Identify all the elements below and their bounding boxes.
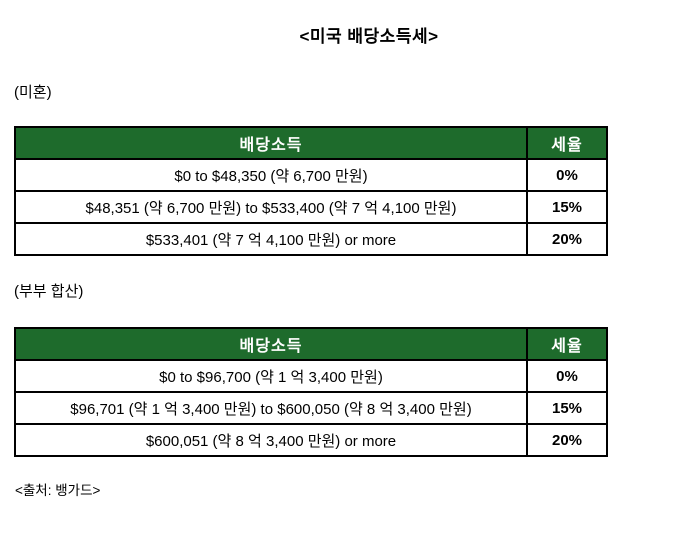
income-bracket-cell: $0 to $96,700 (약 1 억 3,400 만원) <box>14 359 528 393</box>
table-row: $533,401 (약 7 억 4,100 만원) or more 20% <box>14 222 608 256</box>
tax-rate-cell: 0% <box>526 158 608 192</box>
column-header-income: 배당소득 <box>14 327 528 361</box>
tax-rate-cell: 15% <box>526 391 608 425</box>
tax-rate-cell: 20% <box>526 423 608 457</box>
table-row: $0 to $96,700 (약 1 억 3,400 만원) 0% <box>14 359 608 393</box>
column-header-rate: 세율 <box>526 126 608 160</box>
income-bracket-cell: $96,701 (약 1 억 3,400 만원) to $600,050 (약 … <box>14 391 528 425</box>
tax-rate-cell: 20% <box>526 222 608 256</box>
tax-table-married: 배당소득 세율 $0 to $96,700 (약 1 억 3,400 만원) 0… <box>14 327 608 457</box>
column-header-income: 배당소득 <box>14 126 528 160</box>
tax-rate-cell: 15% <box>526 190 608 224</box>
source-note: <출처: 뱅가드> <box>15 483 101 498</box>
section-label-single: (미혼) <box>14 84 52 101</box>
income-bracket-cell: $600,051 (약 8 억 3,400 만원) or more <box>14 423 528 457</box>
column-header-rate: 세율 <box>526 327 608 361</box>
table-header-row: 배당소득 세율 <box>14 327 608 361</box>
income-bracket-cell: $0 to $48,350 (약 6,700 만원) <box>14 158 528 192</box>
tax-rate-cell: 0% <box>526 359 608 393</box>
table-header-row: 배당소득 세율 <box>14 126 608 160</box>
page-title: <미국 배당소득세> <box>299 27 439 46</box>
section-label-married: (부부 합산) <box>14 283 84 300</box>
table-row: $600,051 (약 8 억 3,400 만원) or more 20% <box>14 423 608 457</box>
table-row: $48,351 (약 6,700 만원) to $533,400 (약 7 억 … <box>14 190 608 224</box>
tax-table-single: 배당소득 세율 $0 to $48,350 (약 6,700 만원) 0% $4… <box>14 126 608 256</box>
table-row: $96,701 (약 1 억 3,400 만원) to $600,050 (약 … <box>14 391 608 425</box>
income-bracket-cell: $48,351 (약 6,700 만원) to $533,400 (약 7 억 … <box>14 190 528 224</box>
table-row: $0 to $48,350 (약 6,700 만원) 0% <box>14 158 608 192</box>
income-bracket-cell: $533,401 (약 7 억 4,100 만원) or more <box>14 222 528 256</box>
